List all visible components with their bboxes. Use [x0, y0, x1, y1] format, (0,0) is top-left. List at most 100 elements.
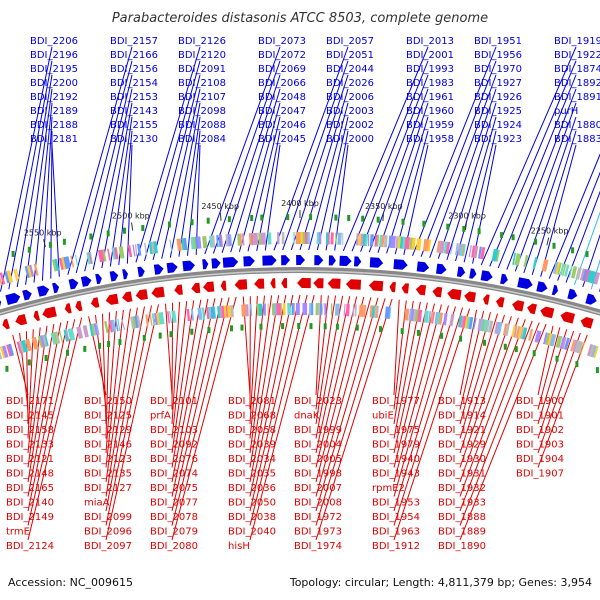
reverse-gene-label[interactable]: miaA — [84, 498, 110, 509]
forward-gene-label[interactable]: BDI_2072 — [258, 50, 306, 61]
forward-gene-label[interactable]: BDI_2166 — [110, 50, 158, 61]
forward-gene-label[interactable]: BDI_1891 — [554, 92, 600, 103]
reverse-gene-label[interactable]: BDI_2158 — [6, 425, 54, 436]
reverse-gene-label[interactable]: BDI_1907 — [516, 469, 564, 480]
forward-gene-label[interactable]: BDI_2047 — [258, 106, 306, 117]
forward-gene-label[interactable]: BDI_2108 — [178, 78, 226, 89]
reverse-gene-label[interactable]: BDI_2149 — [6, 512, 54, 523]
forward-gene-label[interactable]: BDI_2084 — [178, 134, 226, 145]
forward-gene-label[interactable]: BDI_2107 — [178, 92, 226, 103]
forward-gene-label[interactable]: BDI_2189 — [30, 106, 78, 117]
forward-gene-label[interactable]: BDI_2045 — [258, 134, 306, 145]
forward-gene-label[interactable]: BDI_2192 — [30, 92, 78, 103]
reverse-gene-label[interactable]: BDI_2129 — [84, 425, 132, 436]
forward-gene-label[interactable]: BDI_1880 — [554, 120, 600, 131]
reverse-gene-label[interactable]: BDI_1913 — [438, 396, 486, 407]
reverse-gene-label[interactable]: BDI_2099 — [84, 512, 132, 523]
reverse-gene-label[interactable]: BDI_2039 — [228, 440, 276, 451]
forward-gene-label[interactable]: BDI_1983 — [406, 78, 454, 89]
reverse-gene-label[interactable]: BDI_2079 — [150, 527, 198, 538]
forward-gene-label[interactable]: BDI_1951 — [474, 36, 522, 47]
reverse-gene-label[interactable]: BDI_2101 — [150, 396, 198, 407]
reverse-gene-label[interactable]: BDI_2146 — [84, 440, 132, 451]
forward-gene-label[interactable]: BDI_2069 — [258, 64, 306, 75]
reverse-gene-label[interactable]: trmE — [6, 527, 30, 538]
forward-gene-label[interactable]: BDI_2046 — [258, 120, 306, 131]
reverse-gene-label[interactable]: BDI_1921 — [438, 425, 486, 436]
reverse-gene-label[interactable]: BDI_1902 — [516, 425, 564, 436]
forward-gene-label[interactable]: BDI_2206 — [30, 36, 78, 47]
reverse-gene-label[interactable]: BDI_1888 — [438, 512, 486, 523]
forward-gene-label[interactable]: BDI_2195 — [30, 64, 78, 75]
reverse-gene-label[interactable]: BDI_1972 — [294, 512, 342, 523]
reverse-gene-label[interactable]: BDI_2007 — [294, 483, 342, 494]
forward-gene-label[interactable]: BDI_1892 — [554, 78, 600, 89]
reverse-gene-label[interactable]: BDI_2092 — [150, 440, 198, 451]
forward-gene-label[interactable]: BDI_1923 — [474, 134, 522, 145]
reverse-gene-label[interactable]: BDI_1930 — [438, 454, 486, 465]
forward-gene-label[interactable]: BDI_2120 — [178, 50, 226, 61]
forward-gene-label[interactable]: BDI_2126 — [178, 36, 226, 47]
forward-gene-label[interactable]: BDI_1970 — [474, 64, 522, 75]
forward-gene-label[interactable]: BDI_1924 — [474, 120, 522, 131]
reverse-gene-label[interactable]: BDI_1973 — [294, 527, 342, 538]
forward-gene-label[interactable]: BDI_2001 — [406, 50, 454, 61]
reverse-gene-label[interactable]: BDI_1903 — [516, 440, 564, 451]
reverse-gene-label[interactable]: BDI_1953 — [372, 498, 420, 509]
reverse-gene-label[interactable]: BDI_2034 — [228, 454, 276, 465]
reverse-gene-label[interactable]: BDI_2077 — [150, 498, 198, 509]
reverse-gene-label[interactable]: BDI_1979 — [372, 440, 420, 451]
forward-gene-label[interactable]: BDI_2057 — [326, 36, 374, 47]
reverse-gene-label[interactable]: BDI_2005 — [294, 454, 342, 465]
forward-gene-label[interactable]: BDI_2154 — [110, 78, 158, 89]
forward-gene-label[interactable]: BDI_1874 — [554, 64, 600, 75]
reverse-gene-label[interactable]: BDI_2036 — [228, 483, 276, 494]
reverse-gene-label[interactable]: BDI_2171 — [6, 396, 54, 407]
reverse-gene-label[interactable]: BDI_2096 — [84, 527, 132, 538]
reverse-gene-label[interactable]: BDI_2148 — [6, 469, 54, 480]
forward-gene-label[interactable]: BDI_2066 — [258, 78, 306, 89]
forward-gene-label[interactable]: BDI_2196 — [30, 50, 78, 61]
forward-gene-label[interactable]: BDI_2155 — [110, 120, 158, 131]
reverse-gene-label[interactable]: BDI_1889 — [438, 527, 486, 538]
reverse-gene-label[interactable]: BDI_2058 — [228, 425, 276, 436]
forward-gene-label[interactable]: BDI_2006 — [326, 92, 374, 103]
forward-gene-label[interactable]: BDI_2130 — [110, 134, 158, 145]
forward-gene-label[interactable]: BDI_2003 — [326, 106, 374, 117]
reverse-gene-label[interactable]: BDI_1999 — [294, 425, 342, 436]
forward-gene-label[interactable]: BDI_1927 — [474, 78, 522, 89]
reverse-gene-label[interactable]: BDI_2040 — [228, 527, 276, 538]
reverse-gene-label[interactable]: BDI_2075 — [150, 483, 198, 494]
reverse-gene-label[interactable]: BDI_2127 — [84, 483, 132, 494]
forward-gene-label[interactable]: BDI_2200 — [30, 78, 78, 89]
forward-gene-label[interactable]: BDI_2157 — [110, 36, 158, 47]
forward-gene-label[interactable]: BDI_1959 — [406, 120, 454, 131]
forward-gene-label[interactable]: BDI_2013 — [406, 36, 454, 47]
reverse-gene-label[interactable]: prfA — [150, 411, 171, 422]
forward-gene-label[interactable]: BDI_2048 — [258, 92, 306, 103]
reverse-gene-label[interactable]: BDI_2097 — [84, 541, 132, 552]
reverse-gene-label[interactable]: BDI_2121 — [6, 454, 54, 465]
reverse-gene-label[interactable]: BDI_1914 — [438, 411, 486, 422]
reverse-gene-label[interactable]: BDI_1900 — [516, 396, 564, 407]
reverse-gene-label[interactable]: rpmE2 — [372, 483, 405, 494]
forward-gene-label[interactable]: BDI_1993 — [406, 64, 454, 75]
reverse-gene-label[interactable]: BDI_2150 — [84, 396, 132, 407]
forward-gene-label[interactable]: BDI_1926 — [474, 92, 522, 103]
reverse-gene-label[interactable]: BDI_1943 — [372, 469, 420, 480]
reverse-gene-label[interactable]: BDI_1940 — [372, 454, 420, 465]
reverse-gene-label[interactable]: BDI_2165 — [6, 483, 54, 494]
reverse-gene-label[interactable]: BDI_1998 — [294, 469, 342, 480]
reverse-gene-label[interactable]: BDI_1975 — [372, 425, 420, 436]
reverse-gene-label[interactable]: BDI_1901 — [516, 411, 564, 422]
reverse-gene-label[interactable]: BDI_2135 — [84, 469, 132, 480]
reverse-gene-label[interactable]: BDI_2140 — [6, 498, 54, 509]
reverse-gene-label[interactable]: dnaK — [294, 411, 320, 422]
forward-gene-label[interactable]: BDI_2098 — [178, 106, 226, 117]
forward-gene-label[interactable]: BDI_1958 — [406, 134, 454, 145]
forward-gene-label[interactable]: BDI_2000 — [326, 134, 374, 145]
forward-gene-label[interactable]: BDI_2153 — [110, 92, 158, 103]
reverse-gene-label[interactable]: BDI_2004 — [294, 440, 342, 451]
forward-gene-label[interactable]: BDI_2026 — [326, 78, 374, 89]
reverse-gene-label[interactable]: BDI_2124 — [6, 541, 54, 552]
